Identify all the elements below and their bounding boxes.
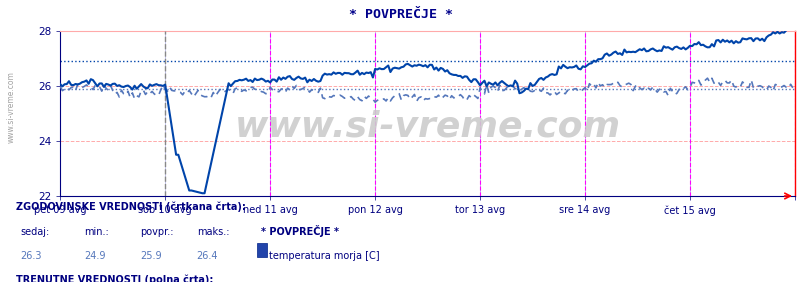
Text: sedaj:: sedaj:	[20, 227, 49, 237]
Text: ZGODOVINSKE VREDNOSTI (črtkana črta):: ZGODOVINSKE VREDNOSTI (črtkana črta):	[16, 202, 245, 212]
Text: www.si-vreme.com: www.si-vreme.com	[234, 110, 620, 144]
Text: www.si-vreme.com: www.si-vreme.com	[6, 71, 15, 143]
Text: temperatura morja [C]: temperatura morja [C]	[269, 251, 379, 261]
Text: 24.9: 24.9	[84, 251, 106, 261]
Text: 26.3: 26.3	[20, 251, 42, 261]
Text: TRENUTNE VREDNOSTI (polna črta):: TRENUTNE VREDNOSTI (polna črta):	[16, 274, 213, 282]
Text: 26.4: 26.4	[196, 251, 218, 261]
Text: 25.9: 25.9	[140, 251, 162, 261]
Text: * POVPREČJE *: * POVPREČJE *	[349, 8, 453, 21]
Text: maks.:: maks.:	[196, 227, 229, 237]
Text: min.:: min.:	[84, 227, 109, 237]
Text: * POVPREČJE *: * POVPREČJE *	[261, 225, 338, 237]
Text: povpr.:: povpr.:	[140, 227, 174, 237]
